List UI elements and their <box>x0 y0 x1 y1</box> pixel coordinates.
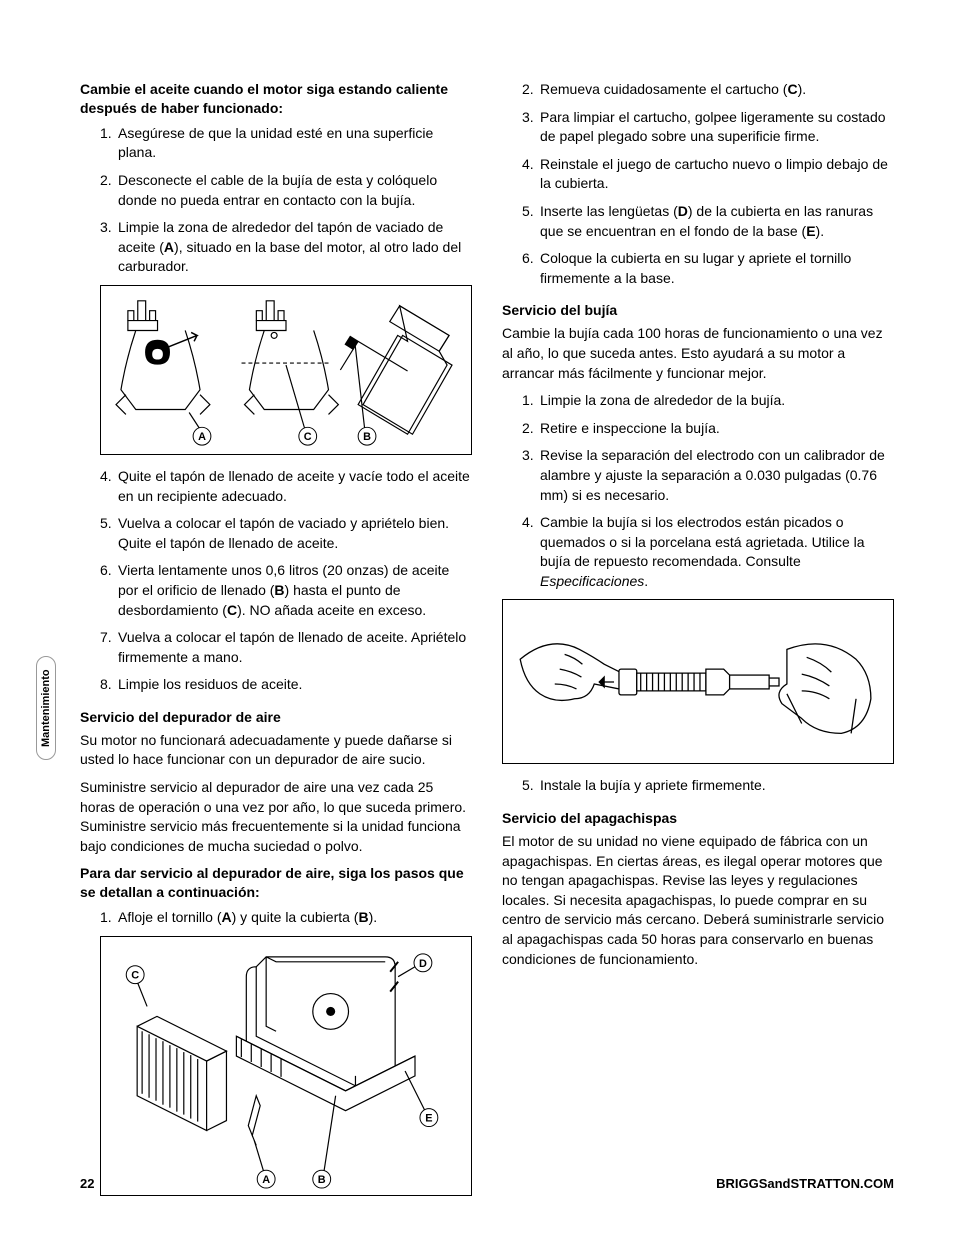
list-item: 3.Limpie la zona de alrededor del tapón … <box>100 218 472 277</box>
list-item: 2.Remueva cuidadosamente el cartucho (C)… <box>522 80 894 100</box>
figure-oil-drain: A C B <box>100 285 472 455</box>
air-cleaner-steps-a: 1.Afloje el tornillo (A) y quite la cubi… <box>80 908 472 928</box>
list-item: 4.Reinstale el juego de cartucho nuevo o… <box>522 155 894 194</box>
page-footer: 22 BRIGGSandSTRATTON.COM <box>80 1176 894 1191</box>
list-item: 5.Inserte las lengüetas (D) de la cubier… <box>522 202 894 241</box>
list-item: 3.Revise la separación del electrodo con… <box>522 446 894 505</box>
spark-plug-steps-a: 1.Limpie la zona de alrededor de la bují… <box>502 391 894 591</box>
section-tab: Mantenimiento <box>36 656 56 760</box>
figure-spark-plug <box>502 599 894 764</box>
footer-url: BRIGGSandSTRATTON.COM <box>716 1176 894 1191</box>
list-item: 5.Vuelva a colocar el tapón de vaciado y… <box>100 514 472 553</box>
oil-change-steps-a: 1.Asegúrese de que la unidad esté en una… <box>80 124 472 277</box>
list-item: 3.Para limpiar el cartucho, golpee liger… <box>522 108 894 147</box>
spark-plug-steps-b: 5.Instale la bujía y apriete firmemente. <box>502 776 894 796</box>
air-cleaner-lead: Para dar servicio al depurador de aire, … <box>80 864 472 902</box>
spark-plug-body: Cambie la bujía cada 100 horas de funcio… <box>502 324 894 383</box>
list-item: 2.Desconecte el cable de la bujía de est… <box>100 171 472 210</box>
list-item: 1.Afloje el tornillo (A) y quite la cubi… <box>100 908 472 928</box>
svg-text:D: D <box>419 958 427 970</box>
list-item: 4.Cambie la bujía si los electrodos está… <box>522 513 894 591</box>
right-column: 2.Remueva cuidadosamente el cartucho (C)… <box>502 80 894 1208</box>
list-item: 4.Quite el tapón de llenado de aceite y … <box>100 467 472 506</box>
list-item: 5.Instale la bujía y apriete firmemente. <box>522 776 894 796</box>
list-item: 1.Asegúrese de que la unidad esté en una… <box>100 124 472 163</box>
fig-label-a: A <box>198 431 206 443</box>
air-cleaner-steps-b: 2.Remueva cuidadosamente el cartucho (C)… <box>502 80 894 288</box>
svg-text:E: E <box>425 1112 432 1124</box>
oil-change-steps-b: 4.Quite el tapón de llenado de aceite y … <box>80 467 472 695</box>
air-cleaner-body-b: Suministre servicio al depurador de aire… <box>80 778 472 856</box>
page-number: 22 <box>80 1176 94 1191</box>
list-item: 2.Retire e inspeccione la bujía. <box>522 419 894 439</box>
oil-change-lead: Cambie el aceite cuando el motor siga es… <box>80 80 472 118</box>
spark-arrestor-head: Servicio del apagachispas <box>502 810 894 826</box>
spark-arrestor-body: El motor de su unidad no viene equipado … <box>502 832 894 969</box>
fig-label-b: B <box>363 431 371 443</box>
list-item: 1.Limpie la zona de alrededor de la bují… <box>522 391 894 411</box>
list-item: 8.Limpie los residuos de aceite. <box>100 675 472 695</box>
left-column: Cambie el aceite cuando el motor siga es… <box>80 80 472 1208</box>
figure-air-cleaner: C D A B E <box>100 936 472 1196</box>
list-item: 6.Coloque la cubierta en su lugar y apri… <box>522 249 894 288</box>
list-item: 7.Vuelva a colocar el tapón de llenado d… <box>100 628 472 667</box>
air-cleaner-body-a: Su motor no funcionará adecuadamente y p… <box>80 731 472 770</box>
page-columns: Cambie el aceite cuando el motor siga es… <box>80 80 894 1208</box>
fig-label-c: C <box>304 431 312 443</box>
air-cleaner-head: Servicio del depurador de aire <box>80 709 472 725</box>
spark-plug-head: Servicio del bujía <box>502 302 894 318</box>
svg-text:C: C <box>131 969 139 981</box>
list-item: 6.Vierta lentamente unos 0,6 litros (20 … <box>100 561 472 620</box>
